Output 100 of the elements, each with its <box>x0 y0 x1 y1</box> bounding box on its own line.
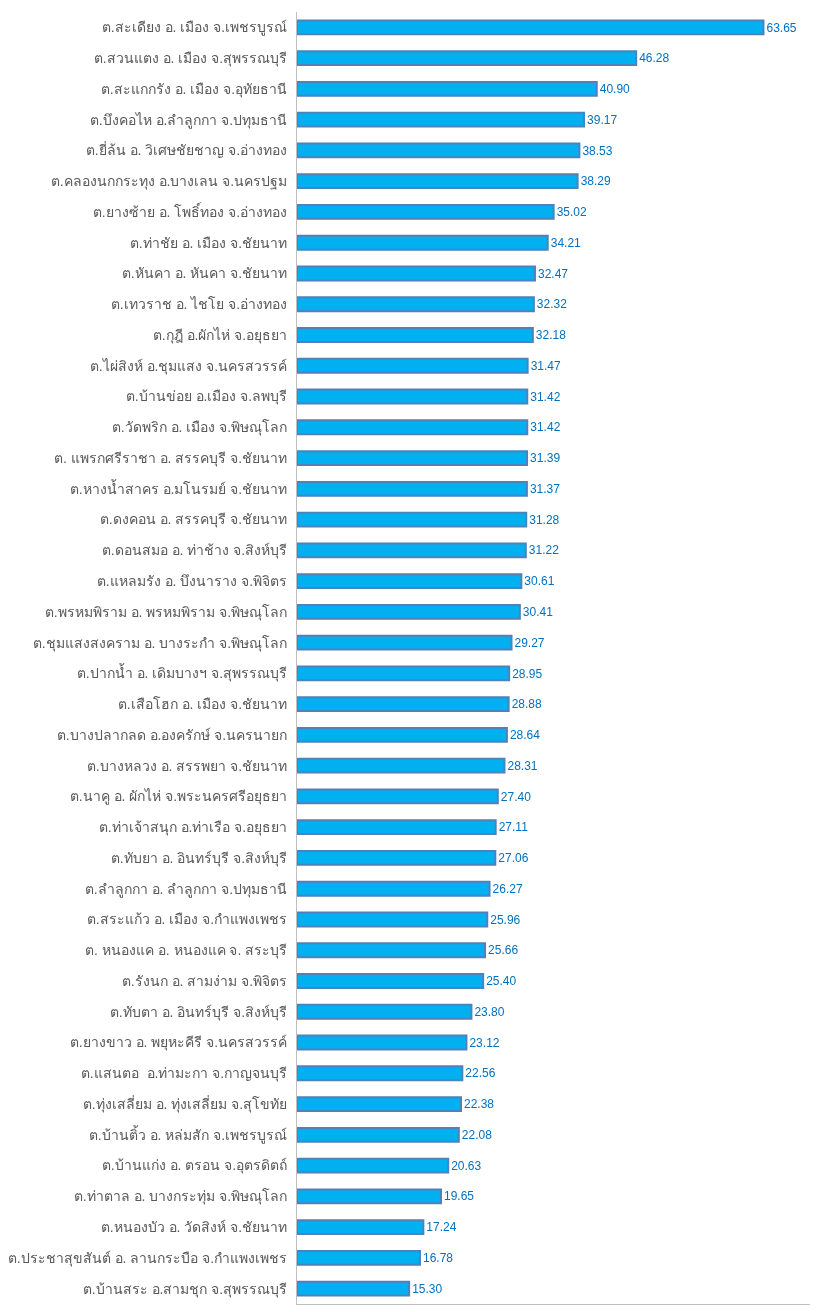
y-tick-label: ต.ชุมแสงสงคราม อ. บางระกำ จ.พิษณุโลก <box>32 634 288 652</box>
bar <box>297 1096 463 1112</box>
y-tick-label: ต.ทับตา อ. อินทร์บุรี จ.สิงห์บุรี <box>109 1003 288 1021</box>
data-label: 17.24 <box>426 1220 457 1235</box>
bar <box>297 419 529 436</box>
bar <box>297 665 511 682</box>
y-tick-label: ต.ไผ่สิงห์ อ.ชุมแสง จ.นครสวรรค์ <box>89 357 288 375</box>
bar <box>297 1126 460 1143</box>
y-tick-label: ต.ยางขาว อ. พยุหะคีรี จ.นครสวรรค์ <box>69 1034 288 1052</box>
data-label: 34.21 <box>550 235 582 250</box>
y-tick-label: ต.บ้านติ้ว อ. หล่มสัก จ.เพชรบูรณ์ <box>88 1124 288 1144</box>
data-label: 29.27 <box>514 635 545 650</box>
y-tick-label: ต.บ้านแก่ง อ. ตรอน จ.อุตรดิตถ์ <box>101 1157 288 1175</box>
bar <box>297 450 529 466</box>
bar <box>297 234 549 251</box>
data-label: 40.90 <box>599 82 631 97</box>
y-tick-label: ต.ยางซ้าย อ. โพธิ์ทอง จ.อ่างทอง <box>92 201 288 220</box>
bar <box>297 265 536 282</box>
y-tick-label: ต.ลำลูกกา อ. ลำลูกกา จ.ปทุมธานี <box>84 880 288 898</box>
data-label: 32.47 <box>537 266 569 281</box>
y-tick-label: ต.แหลมรัง อ. บึงนาราง จ.พิจิตร <box>96 573 288 589</box>
bar <box>297 1280 411 1297</box>
data-label: 22.08 <box>461 1127 493 1142</box>
bar <box>297 1219 425 1236</box>
data-label: 23.12 <box>469 1035 500 1050</box>
bar <box>297 388 529 405</box>
data-label: 20.63 <box>451 1158 482 1173</box>
data-label: 39.17 <box>587 112 618 127</box>
y-tick-label: ต.ทุ่งเสลี่ยม อ. ทุ่งเสลี่ยม จ.สุโขทัย <box>82 1094 288 1113</box>
data-label: 25.96 <box>490 912 521 927</box>
y-tick-label: ต.ยี่ล้น อ. วิเศษชัยชาญ จ.อ่างทอง <box>85 141 288 159</box>
y-tick-label: ต.พรหมพิราม อ. พรหมพิราม จ.พิษณุโลก <box>44 603 288 621</box>
data-label: 27.06 <box>498 851 529 866</box>
y-tick-label: ต.บ้านข่อย อ.เมือง จ.ลพบุรี <box>125 388 288 406</box>
bar <box>297 327 534 343</box>
y-tick-label: ต.บางหลวง อ. สรรพยา จ.ชัยนาท <box>86 757 288 774</box>
y-tick-label: ต.ท่าเจ้าสนุก อ.ท่าเรือ จ.อยุธยา <box>98 819 288 837</box>
y-tick-label: ต.บางปลากลด อ.องครักษ์ จ.นครนายก <box>56 726 288 743</box>
data-label: 31.47 <box>530 358 561 373</box>
bar <box>297 757 506 774</box>
y-tick-label: ต.ท่าตาล อ. บางกระทุ่ม จ.พิษณุโลก <box>73 1188 288 1206</box>
y-tick-label: ต.หนองบัว อ. วัดสิงห์ จ.ชัยนาท <box>100 1219 288 1235</box>
data-label: 31.28 <box>529 512 560 527</box>
bar <box>297 973 485 989</box>
bar <box>297 911 489 928</box>
data-label: 15.30 <box>412 1281 443 1296</box>
bar <box>297 296 535 313</box>
bar <box>297 726 508 743</box>
data-label: 30.41 <box>522 605 554 620</box>
data-label: 26.27 <box>492 881 523 896</box>
y-tick-label: ต.ดงคอน อ. สรรคบุรี จ.ชัยนาท <box>99 511 288 529</box>
data-label: 23.80 <box>474 1004 505 1019</box>
bar <box>297 80 598 97</box>
y-tick-label: ต.ประชาสุขสันต์ อ. ลานกระบือ จ.กำแพงเพชร <box>7 1249 288 1267</box>
bar <box>297 1065 464 1082</box>
y-tick-label: ต.คลองนกกระทุง อ.บางเลน จ.นครปฐม <box>50 173 288 191</box>
bar <box>297 573 523 590</box>
y-tick-label: ต.เสือโฮก อ. เมือง จ.ชัยนาท <box>117 696 288 713</box>
y-tick-label: ต.ท่าชัย อ. เมือง จ.ชัยนาท <box>129 234 288 251</box>
bar <box>297 19 765 36</box>
bar <box>297 1249 421 1266</box>
data-label: 19.65 <box>444 1189 475 1204</box>
data-label: 31.42 <box>530 389 561 404</box>
y-tick-label: ต.รังนก อ. สามง่าม จ.พิจิตร <box>121 972 288 989</box>
data-label: 31.37 <box>529 481 561 496</box>
bar <box>297 1188 443 1205</box>
data-label: 31.42 <box>530 420 561 435</box>
bar <box>297 173 579 190</box>
bar <box>297 357 529 374</box>
y-tick-label: ต.นาคู อ. ผักไห่ จ.พระนครศรีอยุธยา <box>69 788 288 806</box>
bar <box>297 819 497 836</box>
data-label: 25.40 <box>486 974 517 989</box>
bar <box>297 480 528 497</box>
y-tick-label: ต.วัดพริก อ. เมือง จ.พิษณุโลก <box>111 419 288 437</box>
y-tick-label: ต.ปากน้ำ อ. เดิมบางฯ จ.สุพรรณบุรี <box>76 663 288 683</box>
bar <box>297 50 638 67</box>
data-label: 22.38 <box>464 1097 495 1112</box>
bar <box>297 111 586 128</box>
data-label: 31.39 <box>530 451 561 466</box>
y-tick-label: ต.สวนแตง อ. เมือง จ.สุพรรณบุรี <box>93 50 288 68</box>
y-tick-label: ต.สระแก้ว อ. เมือง จ.กำแพงเพชร <box>86 911 288 928</box>
y-tick-label: ต.บึงคอไห อ.ลำลูกกา จ.ปทุมธานี <box>89 111 288 129</box>
data-label: 38.29 <box>580 174 611 189</box>
y-tick-label: ต.หันคา อ. หันคา จ.ชัยนาท <box>121 265 288 282</box>
bar <box>297 511 528 528</box>
y-tick-label: ต. แพรกศรีราชา อ. สรรคบุรี จ.ชัยนาท <box>53 449 288 467</box>
bar <box>297 696 510 713</box>
y-tick-label: ต.กุฎี อ.ผักไห่ จ.อยุธยา <box>152 326 288 344</box>
y-tick-label: ต.บ้านสระ อ.สามชุก จ.สุพรรณบุรี <box>82 1280 288 1298</box>
data-label: 25.66 <box>488 943 519 958</box>
data-label: 28.95 <box>512 666 543 681</box>
bar <box>297 880 491 897</box>
bar <box>297 634 513 651</box>
data-label: 27.40 <box>500 789 532 804</box>
y-tick-label: ต.ทับยา อ. อินทร์บุรี จ.สิงห์บุรี <box>110 849 288 867</box>
bar <box>297 1003 473 1020</box>
data-label: 38.53 <box>582 143 613 158</box>
data-label: 31.22 <box>528 543 560 558</box>
bar <box>297 942 487 959</box>
bar <box>297 603 521 620</box>
